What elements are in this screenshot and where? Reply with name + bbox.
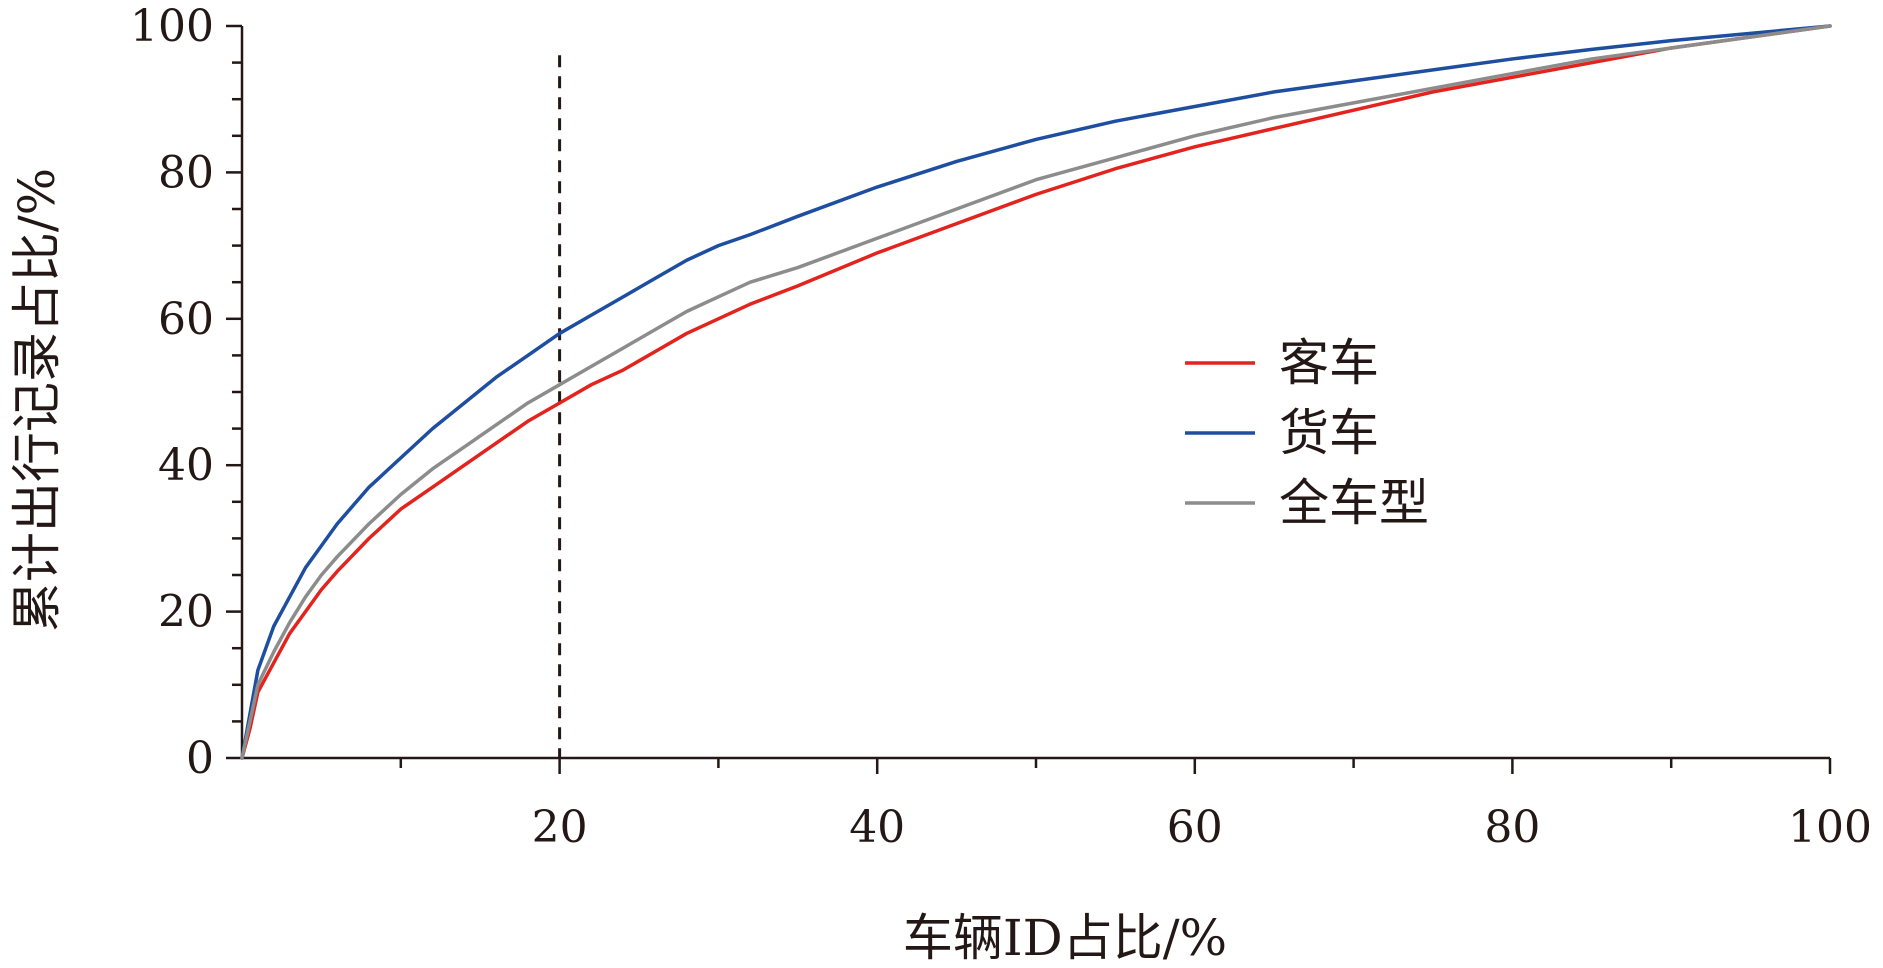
series-line-0: [240, 24, 1832, 760]
series-lines: [240, 24, 1832, 760]
x-tick-label: 20: [532, 802, 588, 853]
y-axis-title: 累计出行记录占比/%: [8, 168, 66, 632]
legend-label: 客车: [1279, 334, 1379, 392]
series-line-2: [240, 24, 1832, 760]
x-tick-label: 40: [849, 802, 905, 853]
x-ticks: 20 40 60 80 100: [399, 758, 1872, 853]
x-tick-label: 100: [1788, 802, 1872, 853]
y-tick-label: 40: [158, 440, 214, 491]
y-ticks: 0 20 40 60 80 100: [130, 1, 242, 784]
y-tick-label: 0: [186, 733, 214, 784]
y-tick-label: 80: [158, 147, 214, 198]
legend-label: 全车型: [1279, 474, 1429, 532]
y-tick-label: 60: [158, 294, 214, 345]
x-tick-label: 60: [1167, 802, 1223, 853]
y-tick-label: 100: [130, 1, 214, 52]
series-line-1: [240, 24, 1832, 760]
legend-label: 货车: [1279, 404, 1379, 462]
x-tick-label: 80: [1484, 802, 1540, 853]
y-tick-label: 20: [158, 587, 214, 638]
x-axis-title: 车辆ID占比/%: [903, 909, 1227, 967]
